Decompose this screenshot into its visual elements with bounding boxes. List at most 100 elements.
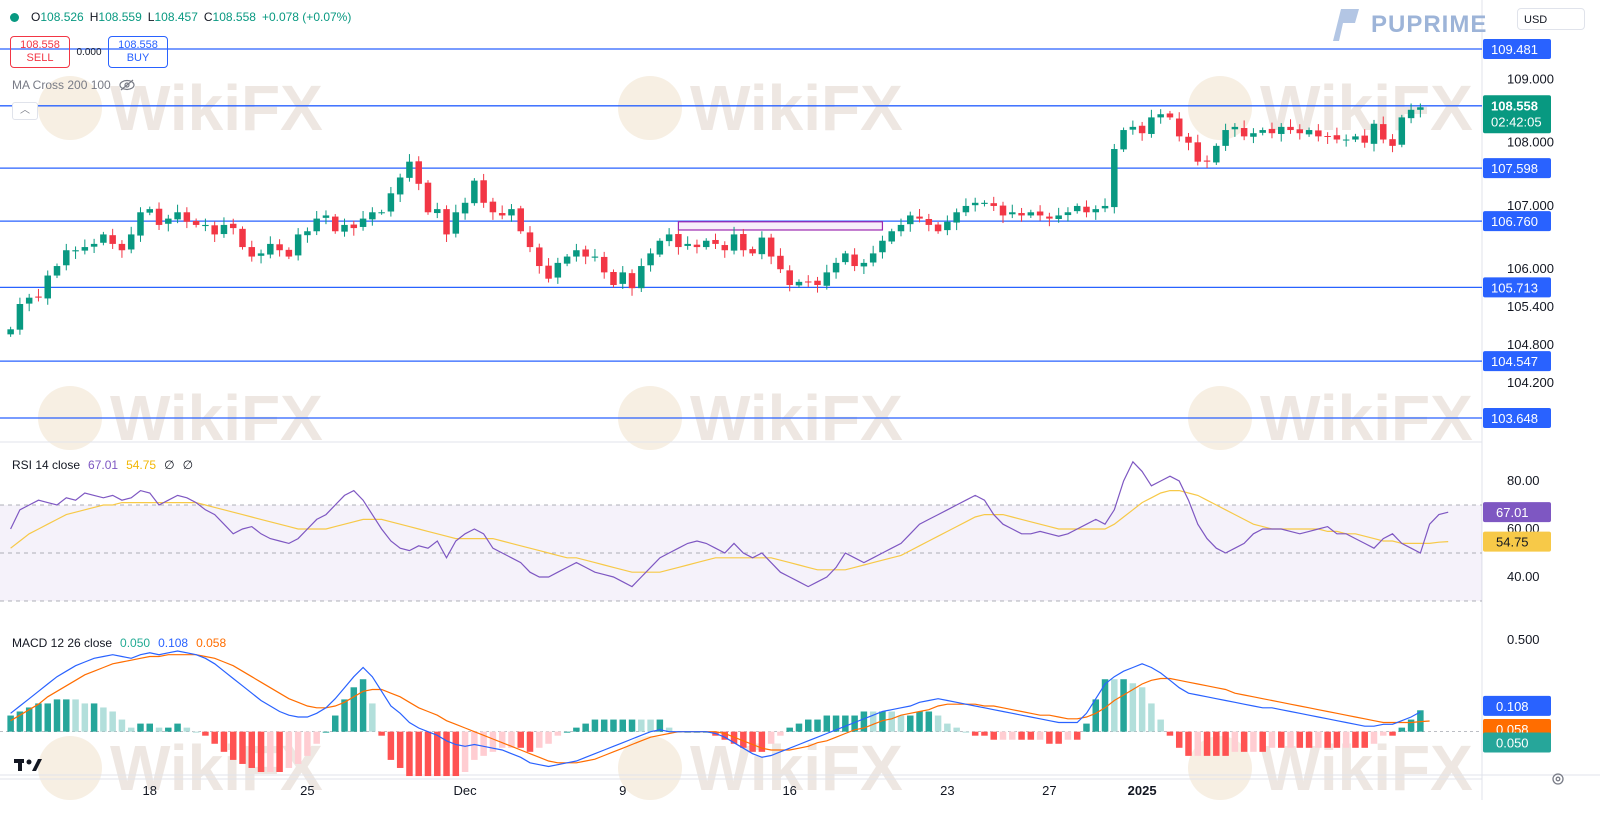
candle[interactable] <box>7 329 14 335</box>
candle[interactable] <box>526 232 534 248</box>
candle[interactable] <box>1268 128 1276 134</box>
candle[interactable] <box>471 180 478 204</box>
candle[interactable] <box>109 235 116 244</box>
candle[interactable] <box>665 234 673 242</box>
candle[interactable] <box>1213 145 1220 163</box>
tradingview-logo-icon[interactable] <box>14 757 44 778</box>
candle[interactable] <box>202 224 209 227</box>
candle[interactable] <box>1380 124 1387 140</box>
candle[interactable] <box>155 208 163 225</box>
candle[interactable] <box>1027 212 1035 216</box>
candle[interactable] <box>916 216 923 219</box>
candle[interactable] <box>545 265 552 279</box>
candle[interactable] <box>387 193 395 212</box>
candle[interactable] <box>693 244 701 248</box>
candle[interactable] <box>508 209 515 216</box>
candle[interactable] <box>777 255 784 270</box>
candle[interactable] <box>1203 160 1211 162</box>
candle[interactable] <box>1324 135 1331 137</box>
candle[interactable] <box>1083 206 1090 213</box>
candle[interactable] <box>257 253 265 256</box>
candle[interactable] <box>1036 211 1044 216</box>
candle[interactable] <box>443 209 450 235</box>
candle[interactable] <box>1333 135 1341 140</box>
candle[interactable] <box>879 240 886 253</box>
candle[interactable] <box>1046 216 1053 219</box>
candle[interactable] <box>1361 135 1368 143</box>
candle[interactable] <box>795 281 803 286</box>
candle[interactable] <box>684 243 691 246</box>
candle[interactable] <box>229 223 237 229</box>
candle[interactable] <box>814 280 821 286</box>
candle[interactable] <box>1250 133 1257 137</box>
candle[interactable] <box>44 275 51 299</box>
candle[interactable] <box>981 202 988 204</box>
candle[interactable] <box>304 231 311 236</box>
candle[interactable] <box>1111 149 1118 208</box>
candle[interactable] <box>341 224 348 232</box>
candle[interactable] <box>638 266 645 289</box>
candle[interactable] <box>758 237 766 255</box>
candle[interactable] <box>1073 205 1081 212</box>
candle[interactable] <box>740 234 747 251</box>
sell-button[interactable]: 108.558 SELL <box>10 36 70 68</box>
candle[interactable] <box>498 213 506 216</box>
candle[interactable] <box>1370 123 1378 144</box>
candle[interactable] <box>276 244 283 251</box>
candle[interactable] <box>211 225 218 235</box>
candle[interactable] <box>702 240 710 248</box>
candle[interactable] <box>165 218 172 224</box>
candle[interactable] <box>1175 118 1183 137</box>
candle[interactable] <box>907 215 914 225</box>
settings-gear-icon[interactable] <box>1550 771 1566 787</box>
candle[interactable] <box>869 253 877 263</box>
candle[interactable] <box>610 271 617 286</box>
candle[interactable] <box>860 262 868 267</box>
candle[interactable] <box>573 250 580 257</box>
candle[interactable] <box>1092 209 1100 213</box>
candle[interactable] <box>647 253 654 266</box>
candle[interactable] <box>118 243 126 251</box>
candle[interactable] <box>100 234 107 243</box>
candle[interactable] <box>452 212 460 234</box>
candle[interactable] <box>656 240 664 255</box>
candle[interactable] <box>434 209 441 214</box>
candle[interactable] <box>971 202 979 206</box>
macd-legend[interactable]: MACD 12 26 close 0.050 0.108 0.058 <box>12 636 226 650</box>
candle[interactable] <box>628 273 636 289</box>
candle[interactable] <box>999 205 1007 216</box>
candle[interactable] <box>934 224 942 232</box>
candle[interactable] <box>192 221 200 225</box>
candle[interactable] <box>461 202 469 214</box>
candle[interactable] <box>322 215 330 218</box>
candle[interactable] <box>953 212 960 223</box>
candle[interactable] <box>804 281 812 283</box>
candle[interactable] <box>480 180 487 203</box>
consolidation-zone[interactable] <box>677 221 884 231</box>
candle[interactable] <box>1287 126 1294 131</box>
candle[interactable] <box>517 208 524 232</box>
candle[interactable] <box>1277 126 1285 134</box>
candle[interactable] <box>25 297 33 304</box>
candle[interactable] <box>1398 117 1406 145</box>
rsi-legend[interactable]: RSI 14 close 67.01 54.75 ∅ ∅ <box>12 458 193 472</box>
candle[interactable] <box>220 224 228 235</box>
candle[interactable] <box>285 249 293 257</box>
candle[interactable] <box>1194 142 1202 162</box>
candle[interactable] <box>1157 114 1164 118</box>
candle[interactable] <box>925 218 933 225</box>
candle[interactable] <box>1342 139 1350 141</box>
candle[interactable] <box>267 243 274 255</box>
currency-select[interactable]: USD <box>1517 8 1585 30</box>
candle[interactable] <box>749 249 756 254</box>
candle[interactable] <box>582 249 589 257</box>
candle[interactable] <box>1148 117 1155 134</box>
candle[interactable] <box>1231 126 1239 130</box>
candle[interactable] <box>63 250 70 266</box>
candle[interactable] <box>424 182 432 213</box>
ma-cross-legend[interactable]: MA Cross 200 100 <box>12 78 135 92</box>
candle[interactable] <box>1138 125 1146 134</box>
candle[interactable] <box>730 234 738 251</box>
candle[interactable] <box>53 266 61 276</box>
candle[interactable] <box>137 212 144 236</box>
